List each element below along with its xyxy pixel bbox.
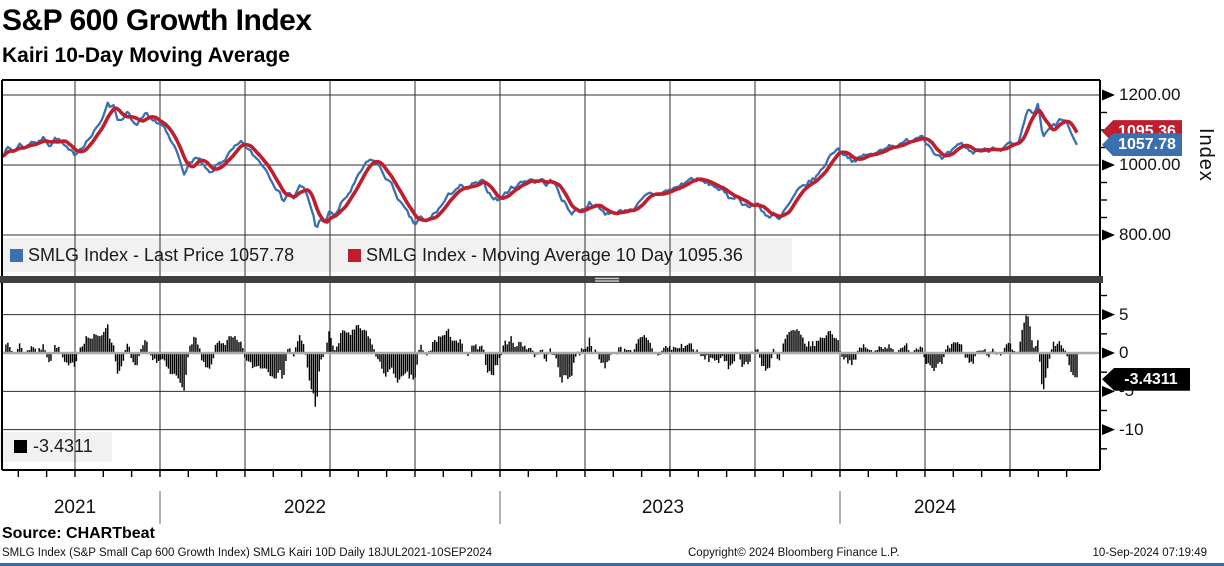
moving-average-legend-swatch	[348, 249, 361, 262]
moving-average-legend-label: SMLG Index - Moving Average 10 Day 1095.…	[366, 245, 743, 265]
y-axis-unit-label: Index	[1195, 128, 1217, 182]
window-bottom-accent-bar	[0, 563, 1224, 566]
kairi-bars	[2, 315, 1100, 407]
month-ticks	[17, 470, 1068, 477]
panel-resize-handle[interactable]	[594, 275, 620, 285]
kairi-axis-tick-label: -10	[1119, 419, 1144, 439]
kairi-panel[interactable]	[2, 283, 1100, 470]
x-axis-year-label: 2023	[641, 497, 685, 518]
chart-title: S&P 600 Growth Index	[2, 4, 312, 37]
kairi-axis-tick-label: -5	[1119, 381, 1135, 401]
y-axis-ticks	[1100, 89, 1115, 450]
x-axis-year-label: 2024	[913, 497, 957, 518]
kairi-axis-tick-label: 0	[1119, 343, 1129, 362]
y-axis-tick-label: 800.00	[1119, 225, 1171, 244]
last-price-legend-label: SMLG Index - Last Price 1057.78	[28, 245, 295, 265]
footer-description: SMLG Index (S&P Small Cap 600 Growth Ind…	[2, 547, 493, 559]
price-lines	[2, 101, 1079, 229]
kairi-axis-tick-label: 5	[1119, 304, 1129, 324]
kairi-legend-label: -3.4311	[33, 436, 93, 456]
last-price-legend-swatch	[10, 249, 23, 262]
kairi-value-tag: -3.4311	[1102, 367, 1190, 391]
footer-timestamp: 10-Sep-2024 07:19:49	[1092, 547, 1207, 559]
year-ticks	[159, 491, 841, 524]
moving-average-line	[2, 106, 1079, 224]
panel-borders	[1, 79, 1101, 471]
x-axis-year-label: 2021	[53, 497, 97, 518]
source-note: Source: CHARTbeat	[2, 525, 155, 542]
footer-copyright: Copyright© 2024 Bloomberg Finance L.P.	[688, 547, 900, 559]
grid-lines	[2, 80, 1100, 470]
legend-bands	[0, 238, 792, 462]
panel-separator	[0, 276, 1103, 283]
y-axis-tick-label: 1200.00	[1119, 85, 1181, 104]
y-axis-tick-label: 1000.00	[1119, 155, 1181, 174]
x-axis-year-label: 2022	[283, 497, 327, 518]
kairi-legend-swatch	[14, 440, 27, 453]
chart-subtitle: Kairi 10-Day Moving Average	[2, 44, 290, 67]
last-price-value-tag: 1057.78	[1102, 133, 1182, 157]
